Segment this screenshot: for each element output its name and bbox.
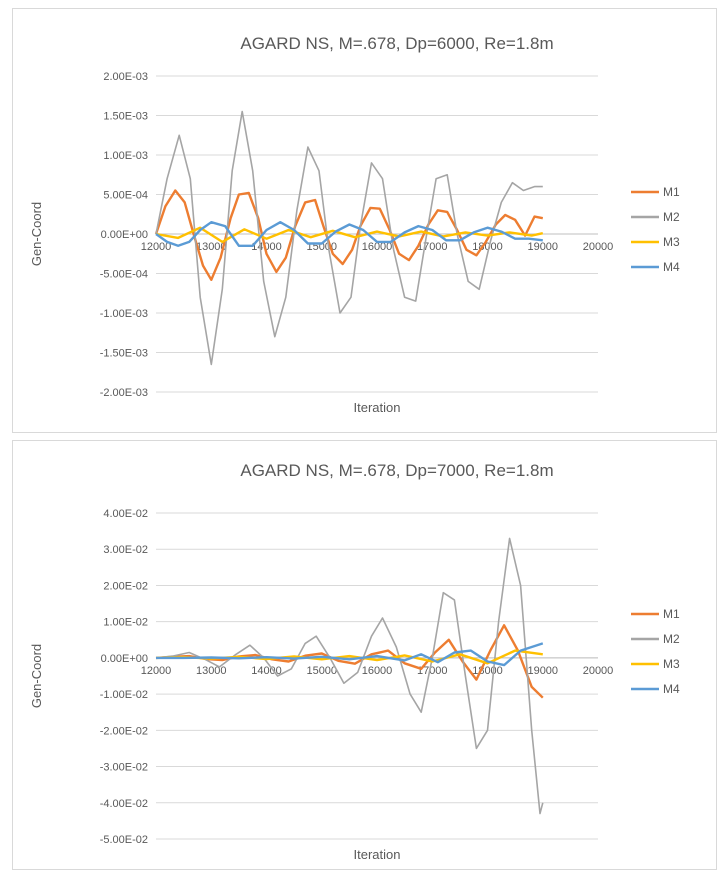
chart-1-y-tick-label: 2.00E-03 [103,71,148,83]
chart-2-series-m2-line [155,537,544,815]
chart-1-x-axis-label: Iteration [354,400,401,415]
chart-1-y-tick-label: -1.50E-03 [100,348,148,360]
chart-2-x-tick-label: 12000 [141,665,172,677]
chart-2-legend-label-m2: M2 [663,632,680,646]
chart-2-x-axis-label: Iteration [354,847,401,862]
chart-1-x-tick-label: 19000 [527,241,558,253]
chart-1-y-axis-label: Gen-Coord [29,202,44,266]
chart-1-x-tick-label: 14000 [251,241,282,253]
chart-1-x-tick-label: 12000 [141,241,172,253]
chart-2-series-m4-line [156,642,544,667]
chart-1-y-tick-label: -2.00E-03 [100,387,148,399]
chart-1-x-tick-label: 13000 [196,241,227,253]
chart-1-y-tick-label: 0.00E+00 [101,229,148,241]
chart-1-series-m3-line [155,226,544,244]
chart-2-y-tick-label: -2.00E-02 [100,725,148,737]
chart-2-x-tick-label: 20000 [583,665,614,677]
chart-2-title: AGARD NS, M=.678, Dp=7000, Re=1.8m [240,461,553,480]
chart-2-y-tick-label: 0.00E+00 [101,653,148,665]
chart-2-x-tick-label: 18000 [472,665,503,677]
chart-1-x-tick-label: 17000 [417,241,448,253]
chart-2-legend-label-m4: M4 [663,682,680,696]
chart-2-x-tick-label: 19000 [527,665,558,677]
chart-2-legend-label-m1: M1 [663,607,680,621]
chart-1-series-m1-line [154,189,544,281]
chart-2-legend-label-m3: M3 [663,657,680,671]
chart-1-svg: AGARD NS, M=.678, Dp=6000, Re=1.8m 2.00E-… [29,34,680,415]
chart-2-x-tick-label: 16000 [362,665,393,677]
chart-2-y-tick-label: 1.00E-02 [103,617,148,629]
chart-1-y-tick-label: -1.00E-03 [100,308,148,320]
chart-panel-1: AGARD NS, M=.678, Dp=6000, Re=1.8m 2.00E-… [12,8,717,433]
chart-1-x-tick-label: 16000 [362,241,393,253]
chart-2-svg: AGARD NS, M=.678, Dp=7000, Re=1.8m 4.00E-… [29,461,680,862]
chart-2-y-tick-label: 2.00E-02 [103,580,148,592]
chart-1-y-tick-label: 5.00E-04 [103,190,148,202]
chart-1-legend-label-m3: M3 [663,235,680,249]
chart-2-x-tick-label: 17000 [417,665,448,677]
chart-2-y-axis-label: Gen-Coord [29,644,44,708]
chart-2-x-tick-label: 15000 [306,665,337,677]
chart-1-x-tick-label: 20000 [583,241,614,253]
chart-1-y-tick-label: 1.50E-03 [103,111,148,123]
chart-1-title: AGARD NS, M=.678, Dp=6000, Re=1.8m [240,34,553,53]
chart-2-y-tick-label: -1.00E-02 [100,689,148,701]
chart-2-y-tick-label: -5.00E-02 [100,834,148,846]
chart-2-y-tick-label: 3.00E-02 [103,544,148,556]
chart-2-x-tick-label: 14000 [251,665,282,677]
chart-1-legend-label-m1: M1 [663,185,680,199]
chart-1-series-m4-line [155,220,543,248]
chart-1-y-tick-label: -5.00E-04 [100,269,148,281]
chart-1-legend-label-m4: M4 [663,260,680,274]
chart-2-x-tick-label: 13000 [196,665,227,677]
chart-2-y-tick-label: -4.00E-02 [100,798,148,810]
chart-1-y-tick-label: 1.00E-03 [103,150,148,162]
chart-1-legend-label-m2: M2 [663,210,680,224]
chart-2-y-tick-label: -3.00E-02 [100,762,148,774]
chart-panel-2: AGARD NS, M=.678, Dp=7000, Re=1.8m 4.00E-… [12,440,717,870]
chart-2-y-tick-label: 4.00E-02 [103,508,148,520]
chart-1-series-m2-line [155,110,543,366]
